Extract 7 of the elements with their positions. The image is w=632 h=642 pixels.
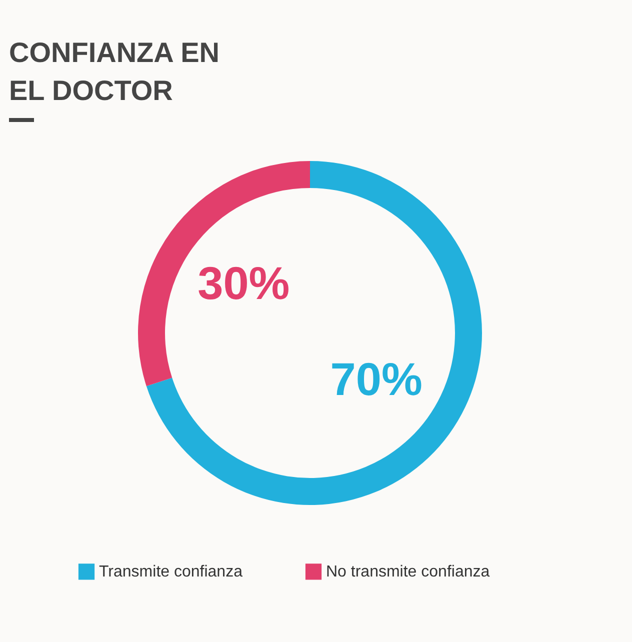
legend-label: No transmite confianza: [326, 564, 490, 581]
donut-slice: [146, 161, 482, 505]
donut-slice: [138, 161, 310, 386]
data-label: 30%: [198, 256, 290, 309]
legend-label: Transmite confianza: [99, 564, 243, 581]
chart-title: CONFIANZA EN EL DOCTOR: [9, 36, 221, 108]
data-label: 70%: [330, 353, 422, 406]
